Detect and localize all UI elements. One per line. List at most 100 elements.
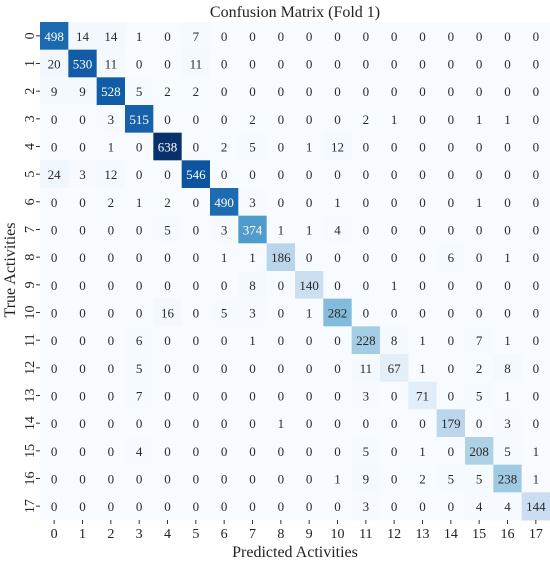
cell-value-label: 0 — [136, 223, 143, 238]
heatmap-cell — [323, 492, 353, 521]
heatmap-cell — [96, 215, 126, 244]
heatmap-cell — [96, 492, 126, 521]
cell-value-label: 1 — [504, 250, 511, 265]
cell-value-label: 0 — [476, 57, 483, 72]
heatmap-cell — [465, 22, 494, 51]
heatmap-cell — [521, 354, 550, 383]
cell-value-label: 515 — [129, 112, 149, 127]
cell-value-label: 2 — [164, 195, 171, 210]
cell-value-label: 0 — [51, 250, 58, 265]
cell-value-label: 1 — [391, 278, 398, 293]
heatmap-cell — [40, 132, 69, 161]
x-tick-label: 4 — [164, 527, 171, 542]
heatmap-cell — [40, 243, 69, 272]
heatmap-cell — [125, 132, 154, 161]
heatmap-cell — [238, 105, 268, 134]
heatmap-cell — [323, 437, 353, 466]
heatmap-cell — [181, 381, 211, 410]
cell-value-label: 0 — [306, 416, 313, 431]
heatmap-cell — [125, 298, 154, 327]
cell-value-label: 8 — [249, 278, 256, 293]
x-tick-label: 9 — [306, 527, 313, 542]
heatmap-cell — [436, 188, 466, 217]
cell-value-label: 1 — [249, 333, 256, 348]
heatmap-cell — [210, 381, 239, 410]
heatmap-cell — [323, 381, 353, 410]
cell-value-label: 0 — [193, 333, 200, 348]
cell-value-label: 2 — [193, 84, 200, 99]
cell-value-label: 1 — [334, 472, 341, 487]
heatmap-cell — [295, 409, 324, 438]
cell-value-label: 0 — [193, 499, 200, 514]
heatmap-cell — [465, 437, 494, 466]
cell-value-label: 0 — [448, 167, 455, 182]
heatmap-cell — [295, 271, 324, 300]
cell-value-label: 0 — [306, 195, 313, 210]
heatmap-cell — [436, 354, 466, 383]
cell-value-label: 0 — [278, 167, 285, 182]
heatmap-cell — [210, 49, 239, 78]
heatmap-cell — [153, 22, 183, 51]
heatmap-cell — [153, 298, 183, 327]
cell-value-label: 11 — [105, 57, 118, 72]
heatmap-cell — [68, 49, 98, 78]
heatmap-cell — [125, 49, 154, 78]
heatmap-cell — [210, 22, 239, 51]
cell-value-label: 0 — [136, 167, 143, 182]
cell-value-label: 0 — [419, 167, 426, 182]
x-tick-label: 14 — [444, 527, 458, 542]
heatmap-cell — [68, 437, 98, 466]
heatmap-cell — [295, 160, 324, 189]
cell-value-label: 0 — [363, 278, 370, 293]
cell-value-label: 0 — [476, 140, 483, 155]
heatmap-cell — [493, 132, 523, 161]
heatmap-cell — [465, 188, 494, 217]
heatmap-cell — [96, 22, 126, 51]
y-tick-label: 9 — [23, 281, 38, 288]
cell-value-label: 238 — [498, 472, 518, 487]
heatmap-cell — [408, 409, 438, 438]
heatmap-cell — [521, 132, 550, 161]
heatmap-cell — [408, 49, 438, 78]
heatmap-cell — [125, 215, 154, 244]
cell-value-label: 0 — [193, 416, 200, 431]
cell-value-label: 0 — [448, 223, 455, 238]
heatmap-cell — [521, 326, 550, 355]
cell-value-label: 0 — [306, 444, 313, 459]
cell-value-label: 0 — [108, 444, 115, 459]
cell-value-label: 4 — [476, 499, 483, 514]
cell-value-label: 2 — [419, 472, 426, 487]
cell-value-label: 0 — [278, 57, 285, 72]
heatmap-cell — [125, 354, 154, 383]
heatmap-cell — [408, 105, 438, 134]
x-tick-label: 3 — [136, 527, 143, 542]
cell-value-label: 0 — [391, 29, 398, 44]
heatmap-cell — [125, 22, 154, 51]
cell-value-label: 2 — [363, 112, 370, 127]
heatmap-cell — [96, 77, 126, 106]
cell-value-label: 0 — [363, 29, 370, 44]
cell-value-label: 0 — [249, 444, 256, 459]
heatmap-cell — [238, 22, 268, 51]
cell-value-label: 0 — [51, 278, 58, 293]
x-tick-label: 1 — [79, 527, 86, 542]
heatmap-cell — [380, 409, 409, 438]
cell-value-label: 0 — [391, 306, 398, 321]
cell-value-label: 0 — [79, 389, 86, 404]
cell-value-label: 0 — [108, 472, 115, 487]
cell-value-label: 0 — [278, 29, 285, 44]
cell-value-label: 0 — [419, 84, 426, 99]
cell-value-label: 0 — [391, 250, 398, 265]
cell-value-label: 0 — [476, 306, 483, 321]
heatmap-cell — [493, 409, 523, 438]
heatmap-cell — [465, 492, 494, 521]
heatmap-cell — [351, 132, 381, 161]
cell-value-label: 5 — [504, 444, 511, 459]
heatmap-cell — [181, 22, 211, 51]
cell-value-label: 0 — [448, 140, 455, 155]
heatmap-cell — [351, 298, 381, 327]
cell-value-label: 0 — [448, 499, 455, 514]
heatmap-cell — [238, 464, 268, 493]
heatmap-cell — [493, 49, 523, 78]
cell-value-label: 7 — [136, 389, 143, 404]
